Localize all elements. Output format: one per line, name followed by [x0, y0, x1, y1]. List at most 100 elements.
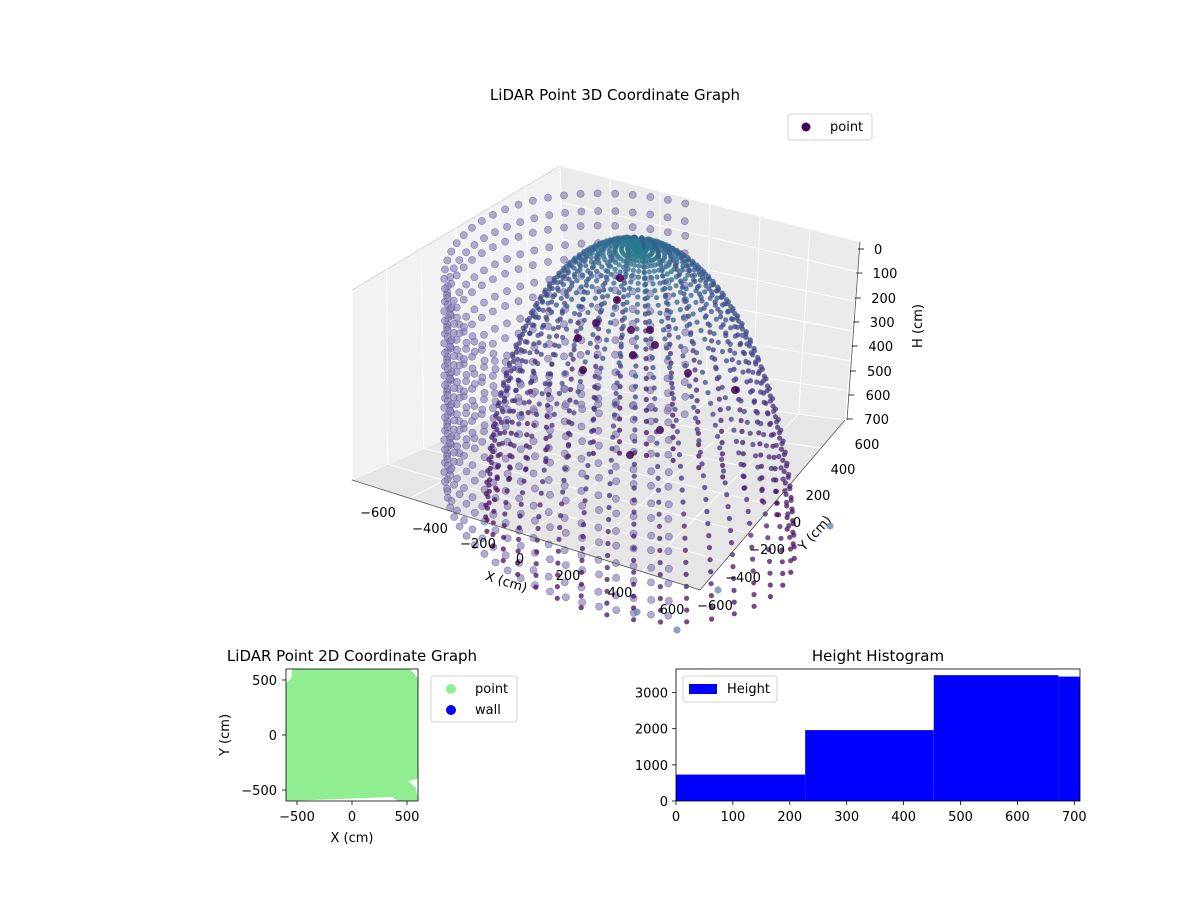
point-3d [487, 471, 493, 477]
point-3d [569, 366, 575, 372]
point-3d [546, 523, 554, 531]
point-3d [724, 492, 730, 498]
point-3d [555, 287, 561, 293]
point-3d [508, 375, 514, 381]
point-3d [741, 408, 747, 415]
point-3d [546, 334, 552, 340]
point-3d [774, 500, 780, 506]
point-3d [697, 449, 704, 455]
point-3d [544, 476, 553, 484]
point-3d [594, 207, 603, 215]
point-3d [727, 367, 733, 373]
point-3d [652, 406, 658, 413]
point-3d [784, 526, 790, 532]
point-3d [564, 454, 570, 460]
point-3d [737, 407, 743, 413]
point-3d [443, 422, 452, 431]
point-3d [657, 595, 664, 602]
point-3d [545, 444, 551, 450]
point-3d [523, 359, 529, 365]
point-3d [773, 488, 780, 494]
x-tick-histogram: 200 [777, 810, 802, 825]
point-3d [514, 297, 523, 306]
point-3d [789, 506, 795, 512]
point-3d [455, 522, 464, 531]
point-3d [453, 345, 461, 354]
point-3d [470, 508, 479, 517]
point-3d [593, 363, 599, 369]
point-3d [566, 408, 572, 414]
point-3d [443, 358, 452, 367]
point-3d [635, 287, 641, 293]
point-3d [612, 494, 620, 503]
point-3d [569, 296, 575, 302]
point-3d [554, 584, 561, 590]
point-3d [440, 435, 449, 444]
point-3d [633, 363, 639, 369]
point-3d [515, 560, 521, 566]
point-3d [749, 544, 755, 550]
point-3d [602, 346, 608, 352]
point-3d [612, 509, 621, 518]
point-3d [625, 292, 631, 298]
point-3d [595, 409, 603, 418]
point-3d [478, 341, 487, 350]
point-3d [543, 424, 550, 430]
point-3d [632, 438, 638, 444]
point-3d [585, 290, 591, 296]
point-3d [688, 292, 694, 298]
point-3d [617, 350, 623, 356]
point-3d [727, 347, 733, 354]
point-3d [501, 269, 509, 278]
point-3d [664, 228, 672, 236]
point-3d [643, 337, 649, 343]
point-3d [537, 502, 543, 508]
point-3d [670, 292, 677, 298]
point-3d [652, 396, 658, 402]
point-3d [670, 257, 677, 263]
point-3d [547, 433, 553, 439]
point-3d [631, 593, 637, 599]
point-3d [631, 497, 637, 503]
point-3d [544, 413, 550, 419]
point-3d [719, 290, 725, 296]
point-3d [582, 498, 588, 504]
point-3d [480, 298, 488, 307]
point-3d [766, 558, 773, 565]
point-3d [647, 578, 655, 587]
point-3d [608, 286, 614, 292]
point-3d [450, 384, 458, 393]
point-3d [642, 275, 648, 281]
point-3d [555, 318, 561, 324]
point-3d [696, 269, 702, 275]
point-3d [736, 318, 742, 324]
point-3d [486, 482, 492, 488]
point-3d [705, 520, 711, 527]
point-3d [478, 534, 487, 543]
point-3d [490, 543, 496, 549]
point-3d [773, 477, 779, 483]
point-3d [560, 282, 567, 288]
point-3d [525, 410, 531, 416]
point-3d [491, 423, 497, 430]
point-3d [765, 535, 771, 541]
point-3d [667, 350, 674, 357]
point-3d [507, 363, 513, 369]
point-3d [681, 231, 690, 240]
point-3d [536, 514, 542, 520]
point-3d [455, 256, 464, 264]
point-3d [587, 340, 593, 346]
point-3d [663, 279, 669, 285]
point-3d [690, 311, 696, 317]
point-3d [604, 600, 610, 606]
point-3d [788, 569, 794, 575]
point-3d [784, 503, 790, 509]
point-3d [460, 419, 468, 428]
point-3d [561, 529, 570, 537]
point-3d [519, 490, 526, 496]
point-3d [655, 463, 661, 470]
point-3d [460, 387, 468, 396]
point-3d [531, 516, 539, 525]
point-3d [698, 327, 704, 334]
point-3d [488, 243, 497, 251]
